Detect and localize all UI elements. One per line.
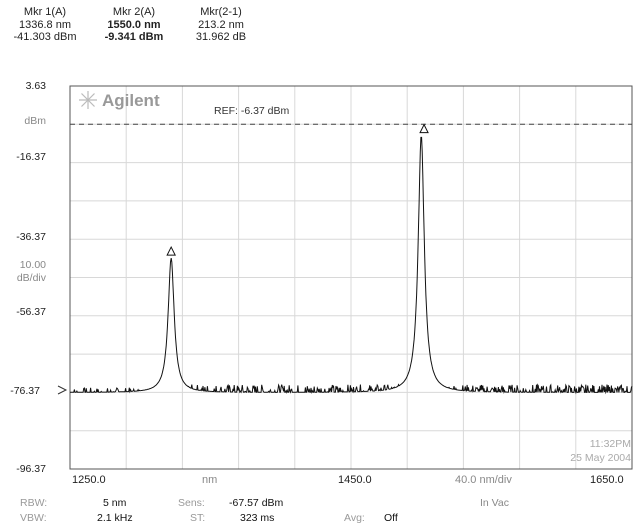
x-span-label: 40.0 nm/div: [455, 474, 512, 486]
y-tick-3: -36.37: [16, 231, 46, 243]
marker-2-readout: Mkr 2(A) 1550.0 nm -9.341 dBm: [99, 6, 169, 44]
marker-1-value: -41.303 dBm: [13, 31, 77, 43]
sens-label: Sens:: [178, 497, 205, 509]
marker-delta-readout: Mkr(2-1) 213.2 nm 31.962 dB: [186, 6, 256, 44]
spectrum-trace: [70, 136, 633, 395]
y-tick-4: -56.37: [16, 306, 46, 318]
y-scale-value: 10.00: [19, 259, 46, 271]
y-tick-5: -76.37: [10, 385, 40, 397]
reference-label: REF: -6.37 dBm: [214, 105, 290, 117]
avg-label: Avg:: [344, 512, 365, 524]
marker-1-readout: Mkr 1(A) 1336.8 nm -41.303 dBm: [10, 6, 80, 44]
y-tick-top: 3.63: [25, 80, 46, 92]
sens-value: -67.57 dBm: [229, 497, 284, 509]
marker-1-title: Mkr 1(A): [23, 6, 67, 18]
y-unit-label: dBm: [24, 115, 46, 127]
rbw-value: 5 nm: [103, 497, 127, 509]
plot-frame: [69, 85, 633, 470]
st-value: 323 ms: [240, 512, 275, 524]
y-tick-bottom: -96.37: [16, 463, 46, 475]
marker-delta-value: 31.962 dB: [195, 31, 247, 43]
st-label: ST:: [190, 512, 206, 524]
timestamp-date: 25 May 2004: [570, 452, 631, 464]
y-scale-unit: dB/div: [16, 272, 46, 284]
medium-label: In Vac: [480, 497, 509, 509]
rbw-label: RBW:: [20, 497, 48, 509]
marker-1-wavelength: 1336.8 nm: [19, 18, 71, 31]
ref-level-arrow: [57, 385, 68, 395]
vbw-value: 2.1 kHz: [97, 512, 133, 524]
x-tick-center: 1450.0: [338, 474, 372, 486]
x-tick-right: 1650.0: [590, 474, 624, 486]
agilent-logo: Agilent: [79, 91, 160, 110]
marker-delta-wavelength: 213.2 nm: [198, 18, 244, 31]
avg-value: Off: [384, 512, 398, 524]
marker-2-value: -9.341 dBm: [104, 31, 164, 43]
x-unit-label: nm: [202, 474, 218, 486]
timestamp-time: 11:32PM: [589, 438, 631, 450]
chart-grid: [70, 86, 632, 469]
marker-triangle-1: [166, 245, 176, 256]
marker-2-title: Mkr 2(A): [112, 6, 156, 18]
y-tick-2: -16.37: [16, 151, 46, 163]
brand-name: Agilent: [102, 91, 160, 110]
x-tick-left: 1250.0: [72, 474, 106, 486]
marker-triangle-2: [419, 123, 429, 134]
vbw-label: VBW:: [20, 512, 47, 524]
marker-2-wavelength: 1550.0 nm: [107, 18, 161, 31]
marker-delta-title: Mkr(2-1): [200, 6, 242, 18]
